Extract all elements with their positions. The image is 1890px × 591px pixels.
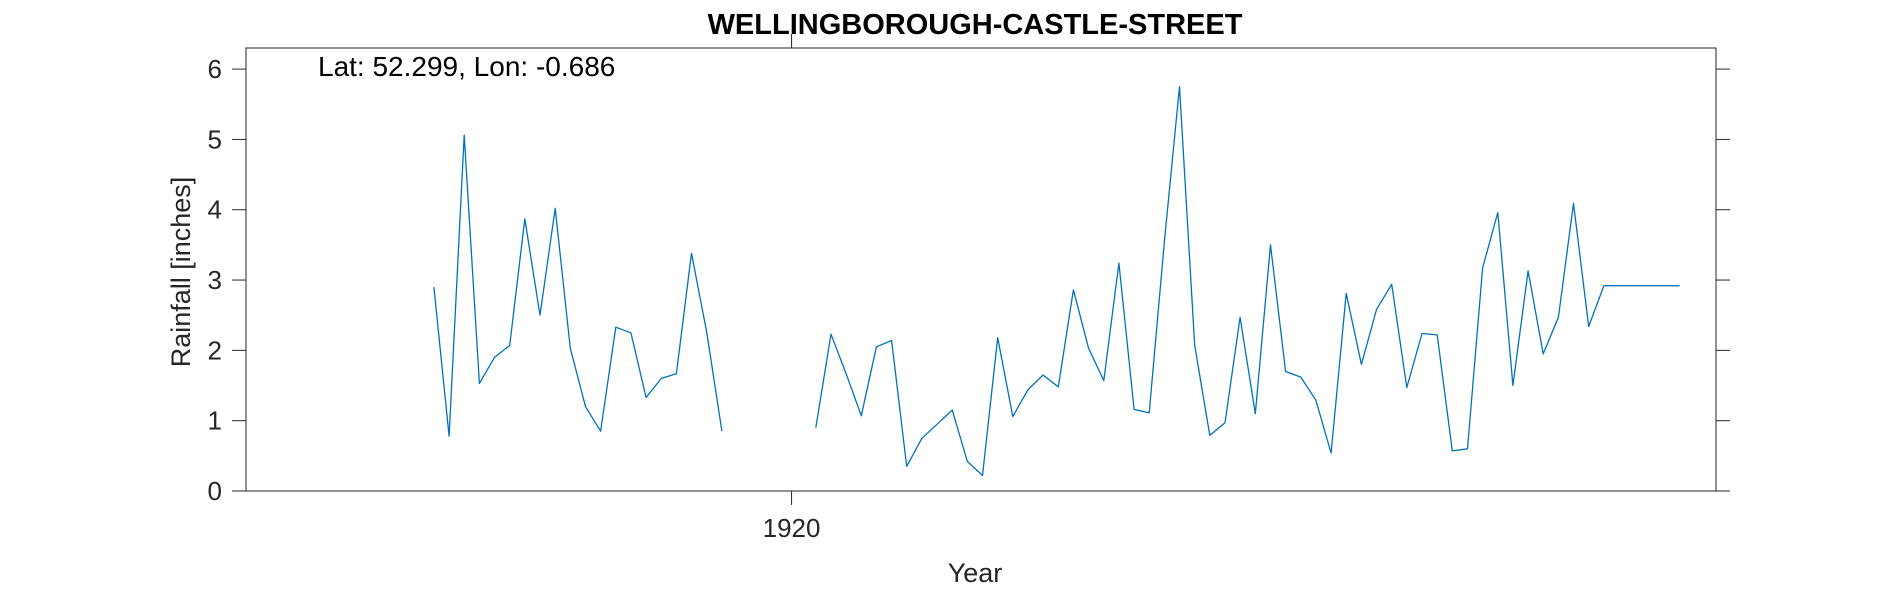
y-tick-label: 3 bbox=[208, 265, 222, 295]
rainfall-line-segment-1 bbox=[433, 134, 723, 437]
y-axis-ticks: 0 1 2 3 4 5 6 bbox=[208, 54, 1730, 506]
location-annotation: Lat: 52.299, Lon: -0.686 bbox=[318, 51, 615, 82]
x-axis-ticks: 1920 bbox=[763, 34, 821, 543]
chart-title: WELLINGBOROUGH-CASTLE-STREET bbox=[708, 9, 1243, 41]
x-axis-label: Year bbox=[948, 558, 1003, 588]
y-axis-label: Rainfall [inches] bbox=[166, 177, 196, 368]
x-tick-label: 1920 bbox=[763, 513, 821, 543]
y-tick-label: 2 bbox=[208, 335, 222, 365]
y-tick-label: 0 bbox=[208, 476, 222, 506]
plot-frame bbox=[245, 47, 1717, 492]
y-tick-label: 6 bbox=[208, 54, 222, 84]
plot-area: 0 1 2 3 4 5 6 1920 bbox=[208, 34, 1730, 543]
series-lines bbox=[433, 86, 1680, 477]
y-tick-label: 4 bbox=[208, 195, 222, 225]
y-tick-label: 1 bbox=[208, 406, 222, 436]
rainfall-line-segment-2 bbox=[815, 86, 1680, 477]
y-tick-label: 5 bbox=[208, 124, 222, 154]
